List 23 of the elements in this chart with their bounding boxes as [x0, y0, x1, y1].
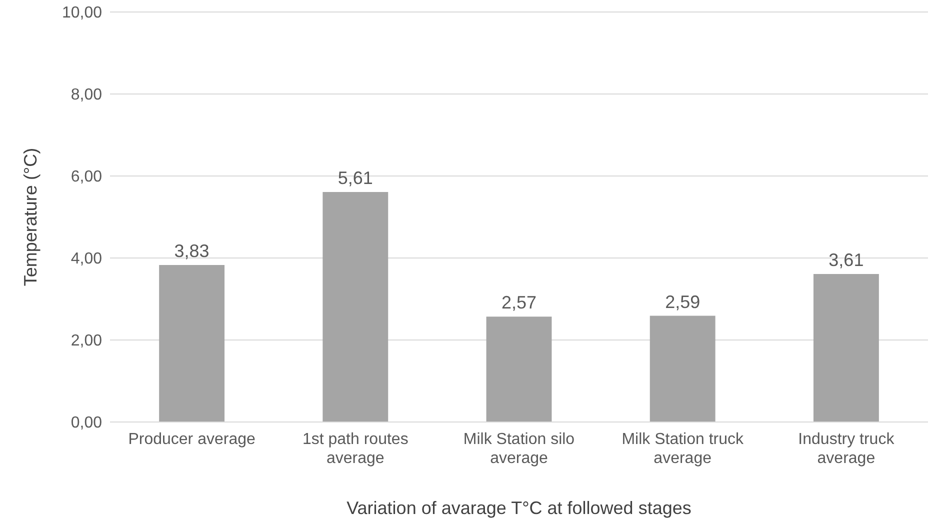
bar — [159, 264, 225, 422]
x-tick-label: 1st path routes average — [302, 431, 408, 467]
bar — [650, 316, 716, 422]
y-tick-label: 10,00 — [62, 4, 102, 22]
data-label: 2,59 — [665, 292, 700, 312]
data-label: 5,61 — [338, 168, 373, 188]
x-axis-title: Variation of avarage T°C at followed stages — [346, 498, 692, 518]
y-tick-label: 2,00 — [70, 332, 102, 350]
data-label: 3,61 — [828, 250, 864, 270]
bar — [486, 316, 552, 422]
x-tick-label: Milk Station truck average — [622, 431, 745, 467]
x-tick-label: Milk Station silo average — [463, 431, 575, 467]
x-tick-label: Producer average — [128, 431, 256, 448]
x-tick-label: Industry truck average — [798, 431, 896, 467]
y-tick-label: 0,00 — [70, 414, 102, 432]
y-tick-label: 8,00 — [70, 86, 102, 104]
y-axis-title: Temperature (°C) — [20, 148, 40, 286]
data-label: 3,83 — [174, 240, 210, 261]
bar — [322, 192, 388, 422]
data-label: 2,57 — [501, 292, 537, 313]
y-tick-label: 6,00 — [70, 168, 102, 186]
bar — [813, 274, 879, 422]
y-tick-label: 4,00 — [70, 250, 102, 268]
